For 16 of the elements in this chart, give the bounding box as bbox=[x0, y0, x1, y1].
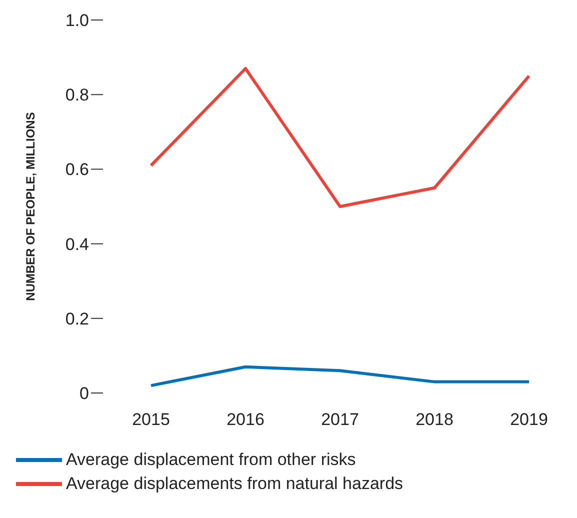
y-tick-label: 0.4 bbox=[65, 234, 89, 254]
y-tick-label: 0 bbox=[80, 384, 89, 404]
y-tick-label: 0.8 bbox=[65, 86, 89, 105]
x-tick-label: 2017 bbox=[321, 410, 359, 430]
line-series bbox=[150, 66, 530, 208]
y-tick-label: 1.0 bbox=[65, 11, 89, 30]
x-tick-label: 2018 bbox=[416, 410, 454, 430]
x-tick-label: 2015 bbox=[132, 410, 170, 430]
x-tick-label: 2016 bbox=[226, 410, 264, 430]
x-tick-label: 2019 bbox=[510, 410, 548, 430]
y-tick-label: 0.2 bbox=[65, 309, 89, 328]
legend-label: Average displacements from natural hazards bbox=[66, 474, 404, 494]
y-axis-title: NUMBER OF PEOPLE, MILLIONS bbox=[23, 112, 38, 301]
line-series bbox=[150, 365, 530, 388]
legend-label: Average displacement from other risks bbox=[66, 450, 356, 470]
y-tick-label: 0.6 bbox=[65, 160, 89, 180]
